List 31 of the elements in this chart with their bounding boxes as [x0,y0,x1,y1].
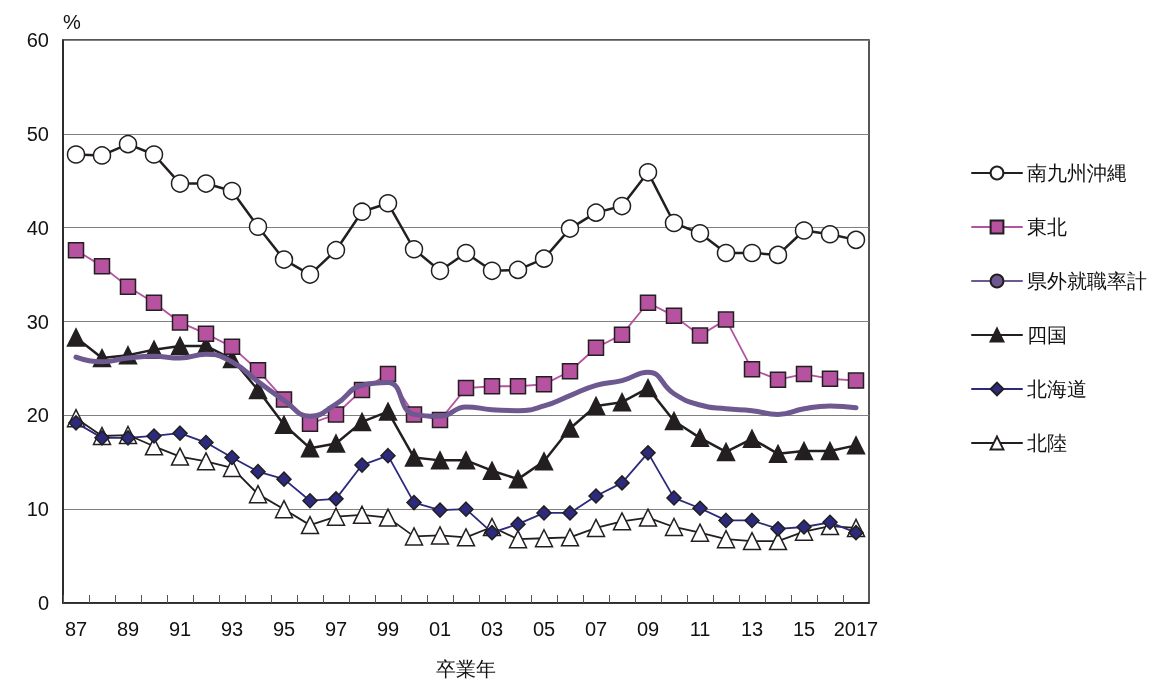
x-tick-label: 15 [792,618,816,640]
x-tick-label: 03 [480,618,504,640]
y-tick-label: 40 [26,216,49,239]
y-tick-label: 60 [26,29,49,51]
legend-label: 四国 [1027,324,1067,346]
x-tick-label: 87 [64,618,88,640]
y-tick-label: 30 [26,310,49,333]
x-tick-label: 07 [584,618,608,640]
legend-label: 北陸 [1027,432,1067,454]
x-tick-label: 01 [428,618,452,640]
x-tick-label: 09 [636,618,660,640]
x-tick-label: 2017 [833,618,879,640]
legend-label: 南九州沖縄 [1027,162,1127,184]
x-tick-label: 13 [740,618,764,640]
y-tick-label: 10 [26,498,49,521]
x-tick-label: 91 [168,618,192,640]
x-tick-label: 11 [689,618,711,640]
x-tick-label: 97 [324,618,348,640]
legend-label: 北海道 [1027,378,1087,400]
y-tick-label: 50 [26,122,49,145]
x-tick-label: 99 [376,618,400,640]
y-tick-label: 20 [26,404,49,427]
legend-label: 東北 [1027,216,1067,238]
y-axis-title: % [63,11,81,33]
x-tick-label: 89 [116,618,140,640]
legend-label: 県外就職率計 [1027,270,1147,292]
y-tick-label: 0 [37,592,49,614]
x-tick-label: 95 [272,618,296,640]
x-tick-label: 05 [532,618,556,640]
x-tick-label: 93 [220,618,244,640]
x-axis-title: 卒業年 [436,658,496,680]
